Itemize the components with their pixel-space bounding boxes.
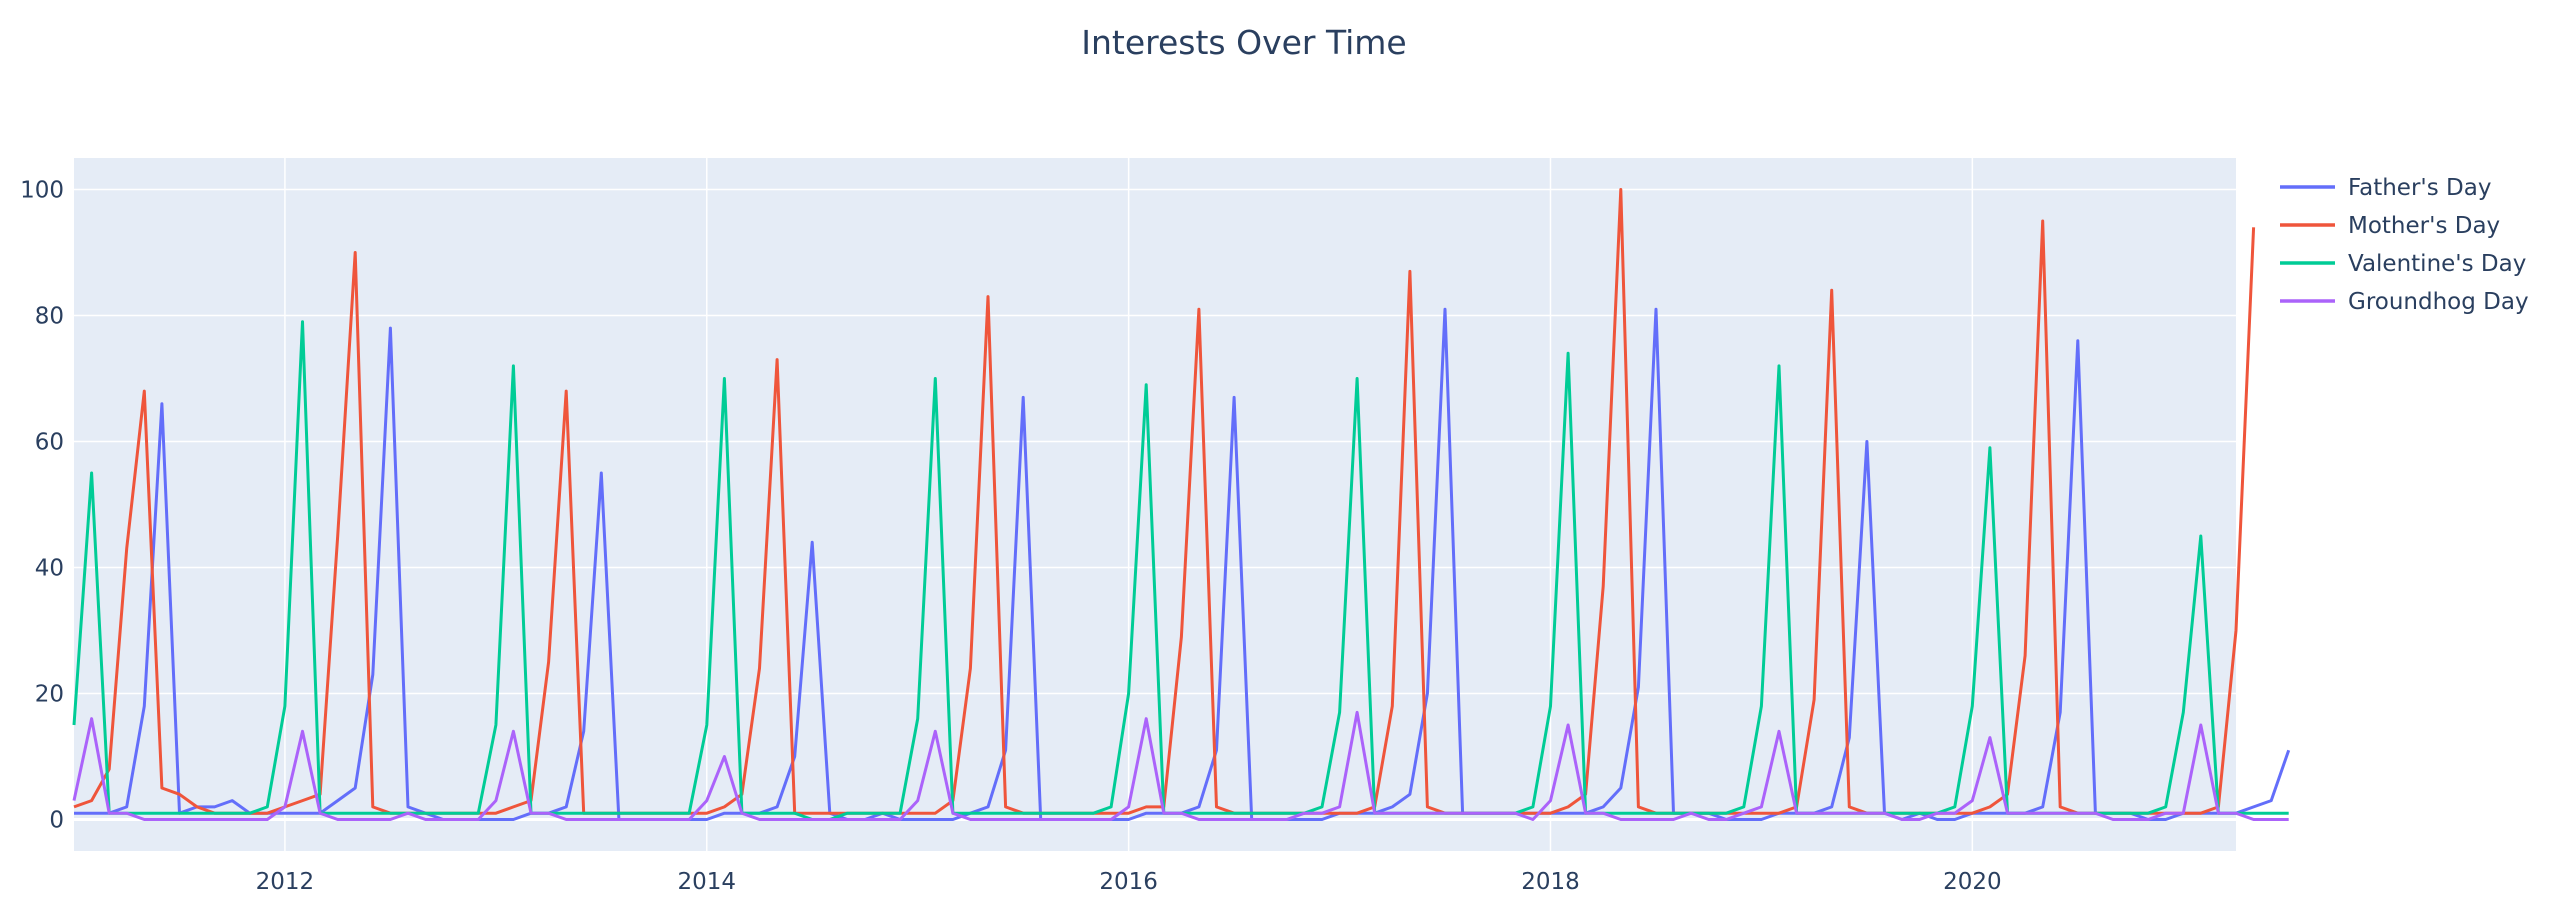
legend-item[interactable]: Valentine's Day	[2280, 251, 2526, 277]
legend-label: Valentine's Day	[2348, 251, 2526, 277]
y-tick-label: 60	[35, 430, 64, 456]
x-tick-label: 2016	[1099, 869, 1158, 895]
x-tick-label: 2020	[1943, 869, 2002, 895]
legend[interactable]: Father's Day Mother's Day Valentine's Day G…	[2280, 175, 2529, 315]
y-tick-label: 40	[35, 556, 64, 582]
plot-area-background	[74, 158, 2236, 851]
y-tick-label: 80	[35, 304, 64, 330]
chart-title: Interests Over Time	[1081, 23, 1406, 62]
y-axis-tick-labels: 0 20 40 60 80 100	[20, 178, 64, 834]
x-tick-label: 2014	[678, 869, 737, 895]
legend-item[interactable]: Mother's Day	[2280, 213, 2500, 239]
y-tick-label: 0	[49, 808, 64, 834]
y-tick-label: 20	[35, 682, 64, 708]
y-tick-label: 100	[20, 178, 64, 204]
series-lines	[72, 188, 2291, 821]
legend-item[interactable]: Groundhog Day	[2280, 289, 2529, 315]
x-axis-tick-labels: 2012 2014 2016 2018 2020	[256, 869, 2002, 895]
legend-label: Mother's Day	[2348, 213, 2500, 239]
series-line-groundhog-day	[72, 710, 2289, 821]
legend-label: Groundhog Day	[2348, 289, 2529, 315]
x-tick-label: 2012	[256, 869, 315, 895]
legend-label: Father's Day	[2348, 175, 2491, 201]
x-tick-label: 2018	[1521, 869, 1580, 895]
legend-item[interactable]: Father's Day	[2280, 175, 2491, 201]
